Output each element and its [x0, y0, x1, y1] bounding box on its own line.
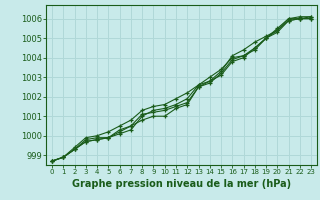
- X-axis label: Graphe pression niveau de la mer (hPa): Graphe pression niveau de la mer (hPa): [72, 179, 291, 189]
